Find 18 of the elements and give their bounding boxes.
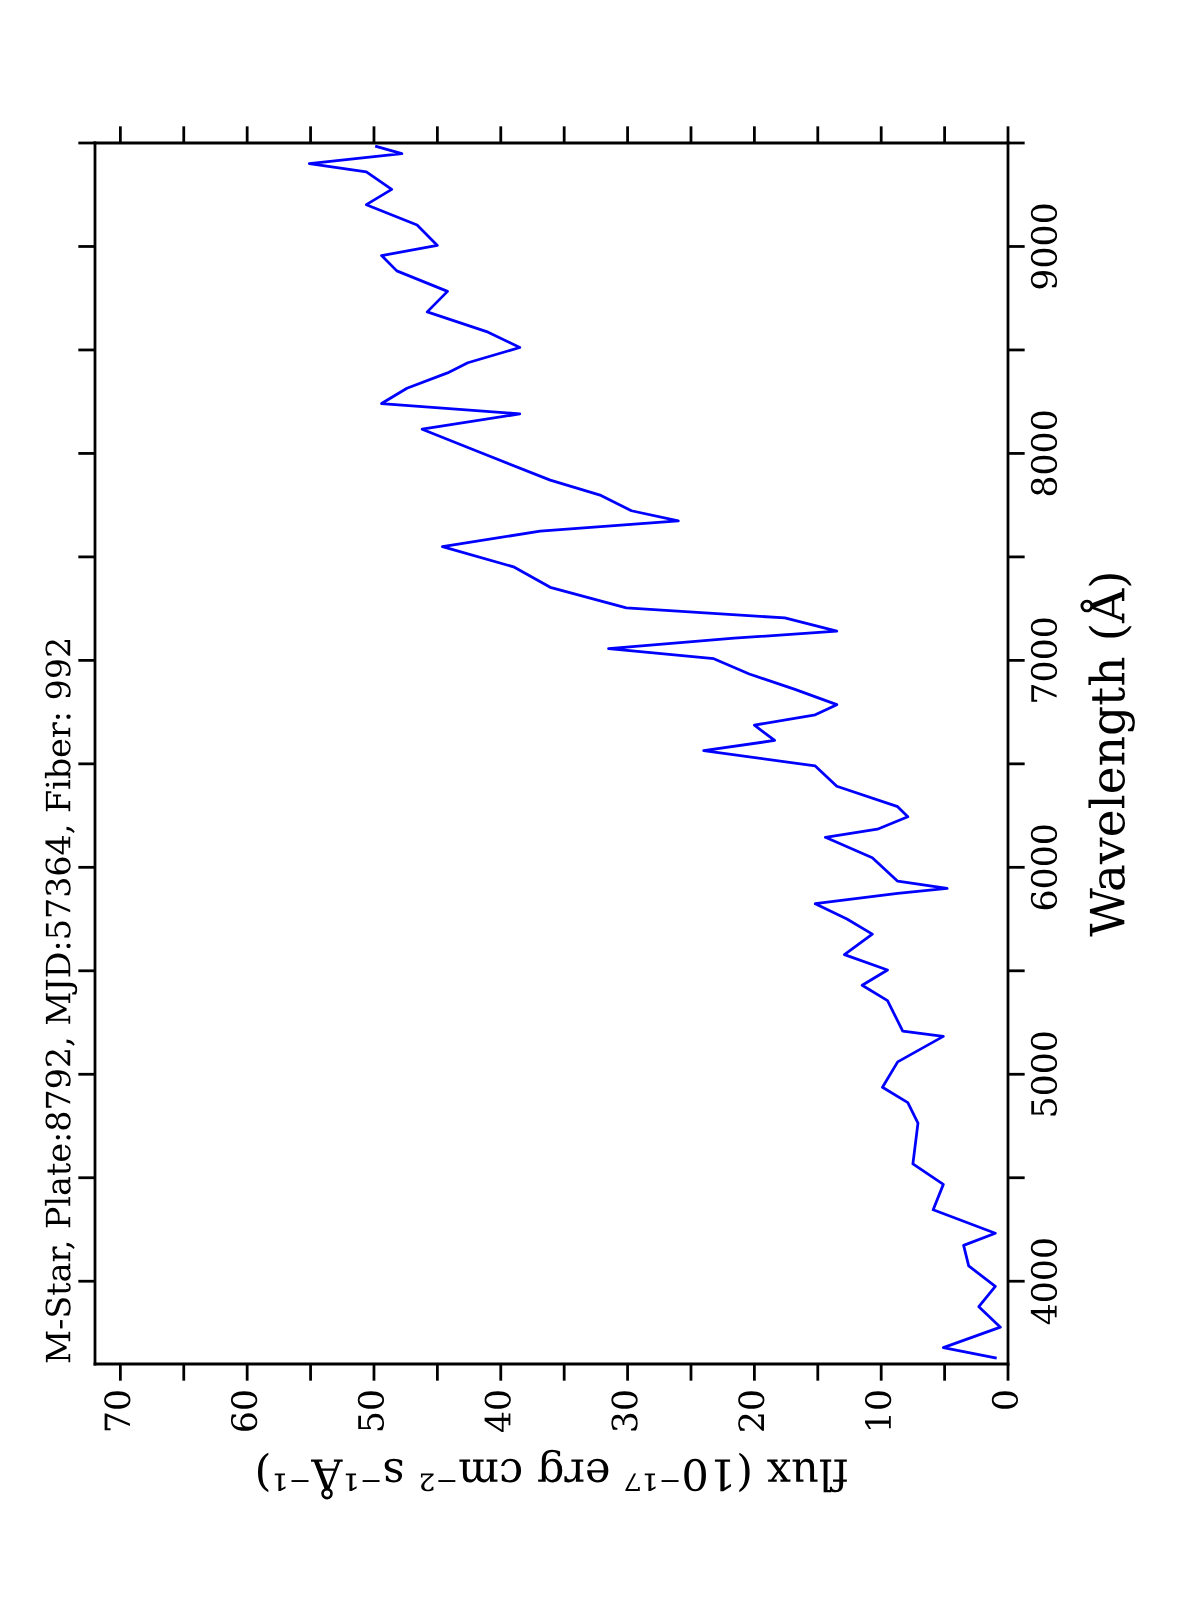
x-tick-label: 10 — [865, 1391, 892, 1429]
y-tick-label: 6000 — [1030, 825, 1058, 910]
x-tick-label: 60 — [230, 1391, 258, 1431]
y-tick-label: 9000 — [1030, 204, 1058, 289]
text: M-Star, Plate:8792, MJD:57364, Fiber: 992 — [44, 640, 78, 1363]
x-tick-label: 70 — [104, 1391, 131, 1431]
line-series — [307, 145, 1002, 1360]
x-tick-label: 20 — [738, 1391, 765, 1431]
x-tick-label: 40 — [484, 1391, 511, 1433]
y-axis-title: Wavelength (Å) — [1080, 574, 1135, 937]
x-tick-label: 30 — [611, 1391, 638, 1431]
x-tick-label: 0 — [991, 1391, 1019, 1409]
x-axis-title: flux (10⁻¹⁷ erg cm⁻² s⁻¹Å⁻¹) — [258, 1449, 847, 1500]
y-tick-label: 7000 — [1030, 618, 1058, 702]
y-tick-label: 5000 — [1030, 1032, 1058, 1116]
x-tick-label: 50 — [357, 1391, 385, 1431]
y-tick-label: 8000 — [1030, 411, 1058, 496]
y-tick-label: 4000 — [1030, 1239, 1058, 1325]
